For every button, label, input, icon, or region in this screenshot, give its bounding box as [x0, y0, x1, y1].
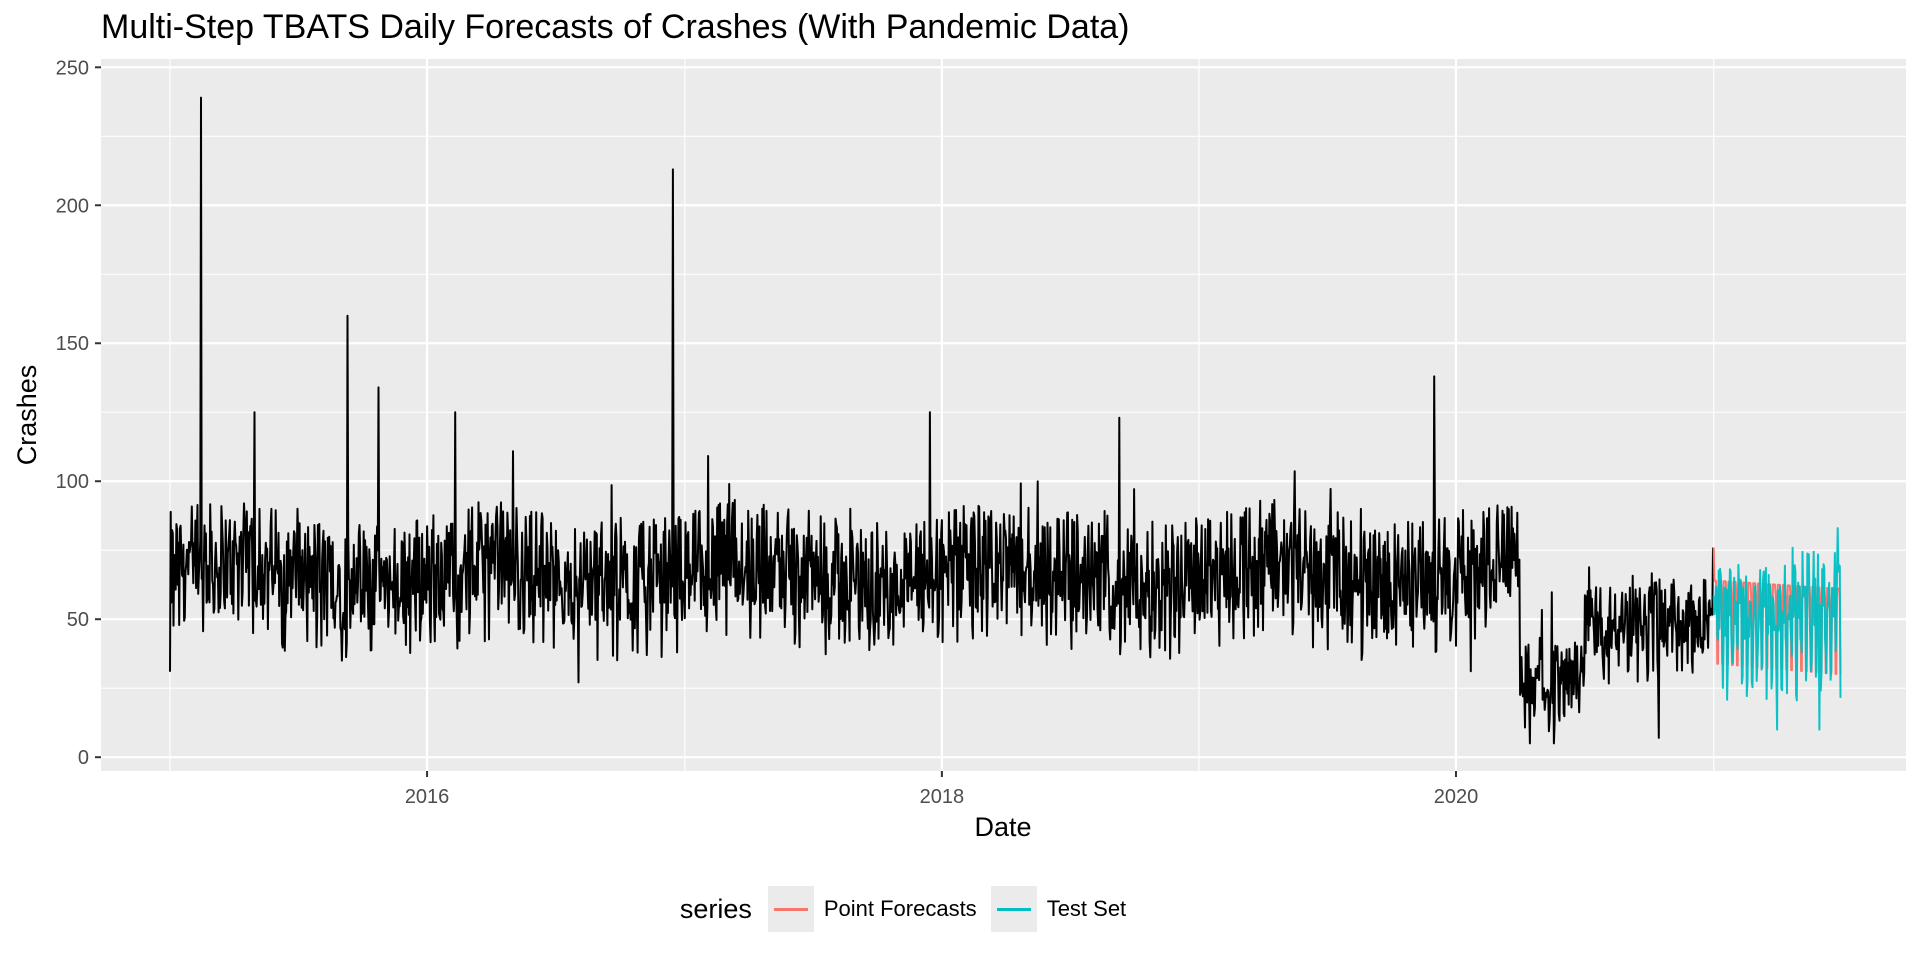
legend-label-point-forecasts: Point Forecasts — [823, 896, 977, 921]
legend-key-test-set — [990, 886, 1037, 932]
x-tick-label: 2016 — [405, 786, 450, 808]
legend: series Point Forecasts Test Set — [0, 884, 1920, 934]
major-gridlines — [101, 59, 1906, 771]
y-tick-label: 200 — [56, 195, 89, 217]
y-tick-label: 100 — [56, 471, 89, 493]
series-layer — [169, 96, 1842, 745]
y-tick-label: 150 — [56, 333, 89, 355]
legend-item-point-forecasts: Point Forecasts — [767, 886, 977, 932]
y-tick-label: 50 — [67, 609, 89, 631]
x-axis-label: Date — [974, 812, 1031, 842]
legend-title: series — [679, 893, 752, 924]
plot-panel — [101, 59, 1906, 771]
series-line-test-set — [1712, 527, 1842, 731]
x-tick-label: 2020 — [1434, 786, 1479, 808]
chart-title: Multi-Step TBATS Daily Forecasts of Cras… — [101, 8, 1130, 46]
history-line — [169, 96, 1714, 745]
legend-key-point-forecasts — [767, 886, 814, 932]
x-tick-label: 2018 — [920, 786, 965, 808]
axes-layer: 0 50 100 150 200 250 2016 2018 2020 — [56, 57, 1479, 808]
y-axis-label: Crashes — [12, 365, 42, 466]
y-tick-label: 0 — [78, 747, 89, 769]
legend-swatch-point-forecasts — [773, 908, 808, 911]
legend-label-test-set: Test Set — [1046, 896, 1127, 921]
legend-item-test-set: Test Set — [990, 886, 1127, 932]
y-tick-label: 250 — [56, 57, 89, 79]
legend-swatch-test-set — [996, 908, 1031, 911]
